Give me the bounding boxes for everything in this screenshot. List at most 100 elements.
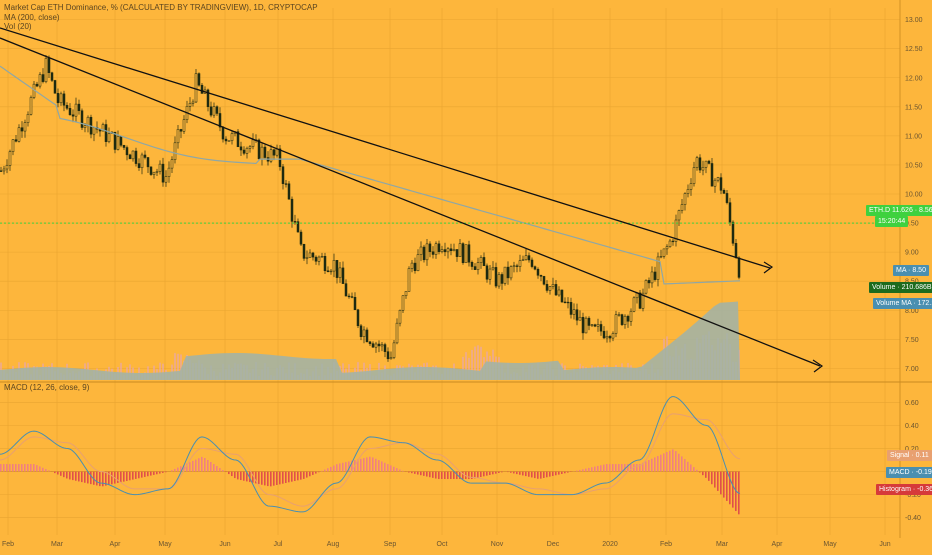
macd-histogram-bar	[126, 472, 128, 481]
candle-body	[390, 358, 392, 359]
macd-histogram-bar	[648, 460, 650, 471]
candle-body	[12, 140, 14, 152]
candle-body	[273, 150, 275, 155]
macd-histogram-bar	[141, 472, 143, 478]
macd-histogram-bar	[285, 472, 287, 483]
candle-body	[222, 127, 224, 139]
macd-y-tick-label: -0.40	[905, 515, 921, 522]
candle-body	[687, 189, 689, 193]
macd-histogram-bar	[267, 472, 269, 487]
candle-body	[117, 136, 119, 149]
macd-histogram-bar	[582, 469, 584, 471]
macd-histogram-bar	[423, 472, 425, 476]
candle-body	[432, 252, 434, 255]
candle-body	[63, 94, 65, 105]
candle-body	[609, 336, 611, 338]
candle-body	[66, 105, 68, 108]
macd-histogram-bar	[273, 472, 275, 486]
candle-body	[339, 268, 341, 278]
macd-histogram-bar	[150, 472, 152, 476]
candle-body	[396, 323, 398, 343]
candle-body	[48, 58, 50, 72]
macd-histogram-bar	[6, 464, 8, 472]
macd-histogram-bar	[615, 464, 617, 472]
macd-histogram-bar	[426, 472, 428, 477]
candle-body	[312, 253, 314, 257]
candle-body	[78, 104, 80, 111]
macd-histogram-bar	[231, 472, 233, 477]
macd-histogram-bar	[321, 471, 323, 472]
candle-body	[543, 276, 545, 284]
candle-body	[546, 284, 548, 290]
histogram-tag: Histogram · -0.36	[876, 484, 932, 495]
macd-histogram-bar	[30, 464, 32, 472]
candle-body	[438, 244, 440, 252]
candle-body	[213, 107, 215, 115]
macd-histogram-bar	[144, 472, 146, 477]
macd-histogram-bar	[717, 472, 719, 491]
candle-body	[585, 318, 587, 333]
macd-histogram-bar	[450, 472, 452, 480]
x-tick-label: 2020	[602, 541, 618, 548]
macd-histogram-bar	[636, 464, 638, 472]
candle-body	[423, 247, 425, 260]
candle-body	[360, 326, 362, 337]
macd-histogram-bar	[342, 463, 344, 472]
candle-body	[615, 315, 617, 334]
trendline-lower-arrow	[813, 360, 822, 372]
macd-histogram-bar	[24, 464, 26, 472]
x-tick-label: Jun	[879, 541, 890, 548]
candle-body	[420, 247, 422, 255]
macd-histogram-bar	[333, 466, 335, 472]
candle-body	[489, 269, 491, 279]
chart-title: Market Cap ETH Dominance, % (CALCULATED …	[4, 3, 318, 12]
macd-histogram-bar	[369, 457, 371, 472]
macd-histogram-bar	[564, 472, 566, 474]
macd-histogram-bar	[522, 472, 524, 476]
macd-histogram-bar	[84, 472, 86, 483]
macd-histogram-bar	[468, 472, 470, 480]
candle-body	[129, 155, 131, 159]
macd-histogram-bar	[666, 452, 668, 472]
candle-body	[411, 263, 413, 268]
macd-histogram-bar	[672, 449, 674, 471]
candle-body	[216, 107, 218, 114]
macd-histogram-bar	[732, 472, 734, 508]
candle-body	[717, 178, 719, 181]
macd-histogram-bar	[234, 472, 236, 479]
candle-body	[714, 180, 716, 186]
macd-histogram-bar	[432, 472, 434, 478]
x-tick-label: Apr	[110, 541, 122, 548]
candle-body	[306, 257, 308, 258]
macd-histogram-bar	[513, 472, 515, 474]
macd-histogram-bar	[291, 472, 293, 482]
macd-histogram-bar	[171, 470, 173, 471]
candle-body	[357, 310, 359, 326]
macd-histogram-bar	[153, 472, 155, 475]
macd-histogram-bar	[441, 472, 443, 480]
candle-body	[354, 297, 356, 310]
candle-body	[477, 263, 479, 270]
macd-histogram-bar	[420, 472, 422, 476]
candle-body	[192, 102, 194, 103]
macd-histogram-bar	[198, 458, 200, 471]
candle-body	[177, 129, 179, 142]
candle-body	[201, 85, 203, 93]
macd-histogram-bar	[567, 472, 569, 473]
candle-body	[24, 123, 26, 131]
macd-histogram-bar	[372, 457, 374, 471]
candle-body	[702, 167, 704, 170]
candle-body	[624, 316, 626, 324]
candle-body	[516, 266, 518, 267]
macd-histogram-bar	[21, 464, 23, 472]
candle-body	[576, 310, 578, 321]
candle-body	[441, 250, 443, 252]
candle-body	[534, 267, 536, 270]
macd-histogram-bar	[693, 467, 695, 471]
candle-body	[621, 315, 623, 325]
macd-histogram-bar	[66, 472, 68, 479]
candle-body	[483, 257, 485, 265]
candle-body	[198, 74, 200, 86]
